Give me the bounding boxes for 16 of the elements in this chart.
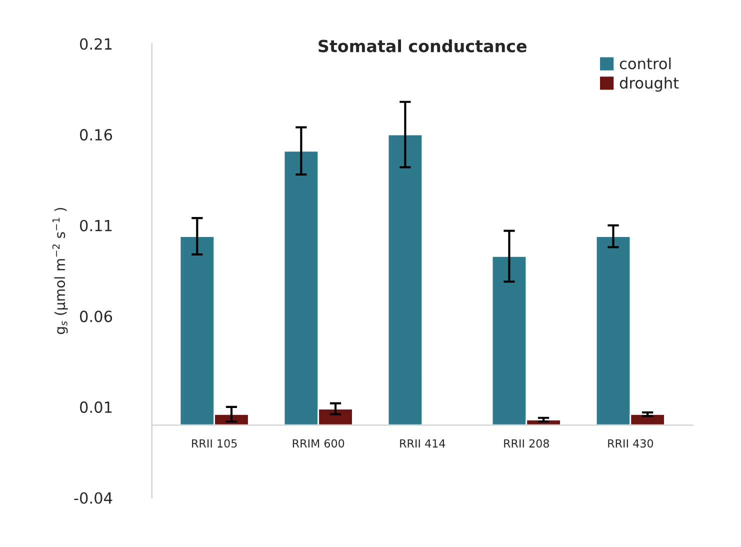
x-tick-label: RRII 208 xyxy=(504,439,549,448)
y-tick-label: 0.11 xyxy=(80,220,112,232)
y-tick-label: 0.06 xyxy=(80,310,112,322)
bar xyxy=(387,134,424,426)
x-tick-label: RRII 105 xyxy=(192,439,237,448)
y-tick-label: 0.21 xyxy=(80,38,112,50)
legend-label: drought xyxy=(620,76,679,92)
y-tick-label: 0.01 xyxy=(80,401,112,413)
x-tick-label: RRII 414 xyxy=(400,439,446,448)
legend-label: control xyxy=(620,58,671,70)
y-tick-label: -0.04 xyxy=(74,492,112,504)
x-tick-label: RRIM 600 xyxy=(292,439,344,448)
x-tick-label: RRII 430 xyxy=(608,439,654,448)
y-tick-label: 0.16 xyxy=(80,129,112,141)
y-axis-title: g$_{s}$ (µmol m$^{−2}$ s$^{−1}$ ) xyxy=(52,208,68,334)
chart-title: Stomatal conductance xyxy=(318,39,527,52)
